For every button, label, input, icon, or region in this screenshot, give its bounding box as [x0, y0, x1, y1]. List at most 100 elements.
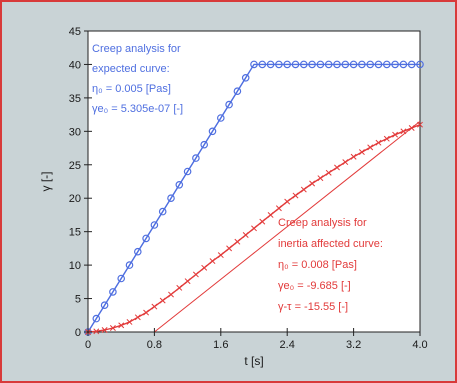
- series-point: [142, 234, 150, 243]
- series-point: [251, 225, 257, 232]
- annotation-red: inertia affected curve:: [278, 238, 383, 250]
- series-point: [93, 328, 100, 335]
- annotation-blue: expected curve:: [92, 63, 170, 75]
- series-point: [109, 325, 116, 331]
- y-tick-label: 40: [69, 59, 81, 71]
- series-point: [92, 314, 101, 323]
- series-point: [167, 194, 175, 203]
- series-point: [192, 154, 200, 162]
- series-point: [275, 205, 282, 212]
- series-point: [125, 261, 134, 269]
- series-point: [101, 327, 108, 333]
- series-point: [316, 60, 325, 69]
- series-point: [358, 60, 366, 69]
- series-line-3: [154, 120, 421, 333]
- x-tick-label: 2.4: [280, 339, 295, 351]
- series-point: [333, 60, 341, 69]
- series-point: [168, 291, 174, 298]
- series-point: [341, 60, 350, 69]
- x-tick-label: 0.8: [147, 339, 162, 351]
- series-point: [392, 131, 399, 138]
- series-point: [358, 149, 365, 156]
- y-tick-label: 10: [69, 260, 81, 272]
- series-point: [226, 245, 233, 252]
- annotation-red: η₀ = 0.008 [Pas]: [278, 259, 357, 271]
- series-point: [275, 60, 283, 69]
- series-point: [134, 314, 141, 321]
- series-point: [175, 181, 184, 189]
- series-point: [176, 284, 183, 291]
- series-point: [267, 211, 274, 218]
- series-point: [308, 60, 316, 69]
- series-point: [151, 303, 158, 310]
- series-point: [407, 60, 416, 69]
- series-point: [118, 322, 125, 329]
- annotation-red: γe₀ = -9.685 [-]: [278, 280, 351, 292]
- series-point: [284, 198, 291, 205]
- series-point: [374, 60, 383, 69]
- series-point: [325, 169, 332, 176]
- series-point: [217, 114, 225, 122]
- series-point: [183, 167, 192, 176]
- series-point: [100, 301, 109, 310]
- series-point: [208, 127, 217, 136]
- series-point: [292, 192, 299, 199]
- series-line-1: [87, 74, 248, 333]
- series-point: [258, 60, 267, 69]
- series-point: [342, 159, 349, 166]
- series-point: [117, 274, 126, 283]
- series-point: [242, 232, 249, 238]
- series-point: [159, 297, 166, 304]
- series-point: [109, 288, 117, 296]
- x-tick-label: 0: [85, 339, 91, 351]
- y-tick-label: 15: [69, 227, 81, 239]
- series-point: [126, 319, 133, 325]
- series-point: [350, 153, 357, 160]
- plot-background: [87, 30, 421, 333]
- series-point: [233, 87, 242, 96]
- series-point: [134, 247, 142, 256]
- series-point: [158, 207, 167, 216]
- y-axis-label: γ [-]: [39, 172, 53, 192]
- series-point: [334, 164, 340, 171]
- x-tick-label: 4.0: [412, 339, 427, 351]
- x-tick-label: 3.2: [346, 339, 361, 351]
- annotation-blue: Creep analysis for: [92, 43, 181, 55]
- series-point: [382, 60, 391, 69]
- series-point: [349, 60, 358, 69]
- series-point: [209, 258, 216, 265]
- y-tick-label: 25: [69, 160, 81, 172]
- series-point: [217, 252, 224, 259]
- y-tick-label: 45: [69, 26, 81, 38]
- series-point: [283, 60, 292, 69]
- y-tick-label: 5: [75, 294, 81, 306]
- series-point: [375, 139, 382, 146]
- annotation-red: Creep analysis for: [278, 217, 367, 229]
- x-tick-label: 1.6: [213, 339, 228, 351]
- series-point: [399, 60, 408, 69]
- annotation-blue: γe₀ = 5.305e-07 [-]: [92, 103, 183, 115]
- series-point: [259, 218, 266, 225]
- series-point: [225, 100, 233, 109]
- series-point: [309, 180, 316, 187]
- y-tick-label: 30: [69, 126, 81, 138]
- series-point: [383, 135, 390, 142]
- annotation-red: γ-τ = -15.55 [-]: [278, 301, 348, 313]
- series-point: [266, 60, 275, 69]
- y-tick-label: 35: [69, 93, 81, 105]
- series-point: [150, 221, 159, 229]
- series-point: [184, 278, 191, 285]
- series-point: [250, 60, 258, 69]
- series-point: [143, 309, 150, 316]
- series-point: [367, 144, 374, 151]
- y-tick-label: 0: [75, 327, 81, 339]
- series-point: [192, 271, 199, 278]
- series-point: [324, 60, 333, 69]
- series-point: [317, 175, 324, 182]
- series-point: [200, 140, 209, 149]
- y-tick-label: 20: [69, 193, 81, 205]
- series-point: [291, 60, 300, 69]
- series-point: [416, 60, 424, 69]
